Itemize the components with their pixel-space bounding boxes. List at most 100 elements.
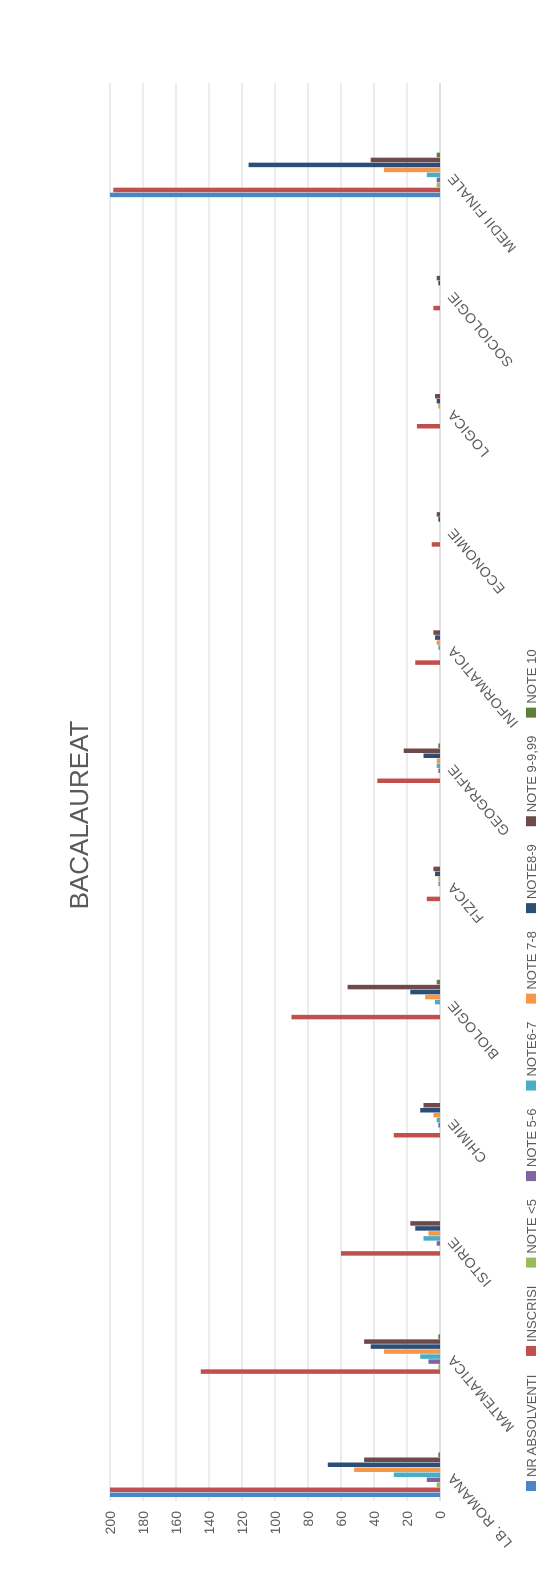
bar xyxy=(426,172,440,178)
legend-swatch xyxy=(526,1171,536,1182)
bar xyxy=(433,305,440,311)
legend-label: NOTE 9-9,99 xyxy=(524,736,539,813)
chart-rotated-group: BACALAUREAT 020406080100120140160180200 … xyxy=(64,83,539,1551)
bar xyxy=(436,182,441,188)
bar xyxy=(436,979,441,985)
bar xyxy=(364,1457,441,1462)
y-tick-label: 100 xyxy=(267,1511,283,1535)
legend-swatch xyxy=(526,1257,536,1268)
bar xyxy=(327,1462,440,1467)
bar xyxy=(370,157,441,163)
bar xyxy=(438,517,441,522)
bar xyxy=(438,1123,441,1128)
bar xyxy=(433,1113,440,1118)
bar xyxy=(438,1334,441,1339)
bar xyxy=(435,871,440,877)
bar xyxy=(433,866,440,872)
y-tick-label: 180 xyxy=(135,1511,151,1535)
bar xyxy=(438,645,441,650)
legend-label: NOTE8-9 xyxy=(524,844,539,899)
bar xyxy=(426,896,440,902)
bar xyxy=(410,1221,440,1226)
bar xyxy=(438,743,441,748)
y-tick-label: 120 xyxy=(234,1511,250,1535)
category-label: ISTORIE xyxy=(444,1234,494,1290)
legend-swatch xyxy=(526,707,536,718)
bar xyxy=(438,1364,441,1369)
bar xyxy=(435,635,440,640)
gridlines xyxy=(109,83,441,1501)
bar xyxy=(436,1482,441,1487)
bar xyxy=(393,1133,440,1138)
bar xyxy=(364,1339,441,1344)
bar xyxy=(436,399,441,404)
bar xyxy=(435,394,440,399)
legend-label: NOTE 7-8 xyxy=(524,931,539,990)
bar xyxy=(291,1014,440,1020)
bar xyxy=(415,1226,440,1231)
bar xyxy=(436,512,441,517)
bar xyxy=(370,1344,441,1349)
bar xyxy=(423,1103,440,1108)
y-tick-label: 200 xyxy=(102,1511,118,1535)
bar xyxy=(347,984,441,990)
bar xyxy=(410,989,440,995)
bar xyxy=(113,187,441,193)
bar xyxy=(393,1472,440,1477)
y-tick-labels: 0 20 40 60 80 100 120 140 160 180 200 xyxy=(102,1511,448,1535)
bar xyxy=(416,424,440,429)
bar xyxy=(383,1349,440,1354)
bar xyxy=(403,748,441,753)
y-tick-label: 80 xyxy=(300,1511,316,1527)
category-label: INFORMATICA xyxy=(444,643,521,731)
y-tick-label: 20 xyxy=(399,1511,415,1527)
bar xyxy=(110,192,440,198)
legend-swatch xyxy=(526,816,536,827)
legend-label: NOTE 10 xyxy=(524,649,539,703)
bar xyxy=(436,177,441,183)
bar xyxy=(420,1108,441,1113)
bar xyxy=(436,763,441,768)
y-tick-label: 40 xyxy=(366,1511,382,1527)
category-label: LB. ROMANA xyxy=(444,1470,515,1550)
legend-swatch xyxy=(526,903,536,914)
bar xyxy=(431,542,440,547)
bars xyxy=(110,152,441,1497)
bar xyxy=(200,1369,440,1374)
bar xyxy=(341,1251,440,1256)
chart-title: BACALAUREAT xyxy=(64,720,94,909)
y-tick-label: 0 xyxy=(432,1511,448,1519)
bar xyxy=(438,876,441,882)
category-label: ECONOMIE xyxy=(444,525,508,597)
bar xyxy=(428,1359,441,1364)
bar xyxy=(426,1477,440,1482)
bar xyxy=(435,999,440,1005)
legend: NR ABSOLVENTI INSCRISI NOTE <5 NOTE 5-6 NOTE… xyxy=(524,649,539,1491)
legend-swatch xyxy=(526,1481,536,1491)
legend-swatch xyxy=(526,1345,536,1356)
legend-label: INSCRISI xyxy=(524,1286,539,1342)
category-label: GEOGRAFIE xyxy=(444,762,513,839)
bar xyxy=(420,1354,441,1359)
category-label: CHIMIE xyxy=(444,1116,490,1166)
category-labels: LB. ROMANA MATEMATICA ISTORIE CHIMIE BIOLOGI… xyxy=(444,171,521,1551)
bar xyxy=(436,640,441,645)
bar xyxy=(377,778,440,783)
bar xyxy=(438,1452,441,1457)
y-tick-label: 60 xyxy=(333,1511,349,1527)
legend-label: NOTE6-7 xyxy=(524,1022,539,1077)
bar xyxy=(354,1467,441,1472)
legend-swatch xyxy=(526,993,536,1004)
legend-label: NR ABSOLVENTI xyxy=(524,1375,539,1477)
bar xyxy=(438,404,441,409)
legend-label: NOTE <5 xyxy=(524,1199,539,1254)
category-label: MATEMATICA xyxy=(444,1352,517,1435)
bar xyxy=(423,1236,440,1241)
bar xyxy=(436,758,441,763)
bar xyxy=(110,1492,440,1497)
category-label: BIOLOGIE xyxy=(444,998,502,1063)
bar xyxy=(436,152,441,158)
y-tick-label: 140 xyxy=(201,1511,217,1535)
